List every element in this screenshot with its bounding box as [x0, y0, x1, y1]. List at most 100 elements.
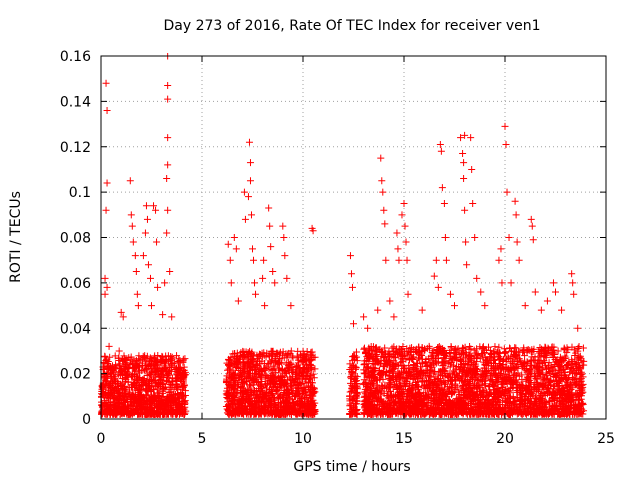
data-point — [152, 394, 160, 402]
data-point — [136, 356, 144, 364]
data-point — [138, 366, 146, 374]
data-point — [135, 367, 143, 375]
data-point — [139, 362, 147, 370]
data-point — [143, 392, 151, 400]
data-point — [161, 360, 169, 368]
data-point — [162, 396, 170, 404]
data-point — [129, 373, 137, 381]
data-point — [116, 368, 124, 376]
data-point — [303, 369, 311, 377]
data-point — [174, 370, 182, 378]
data-point — [139, 380, 147, 388]
data-point — [289, 354, 297, 362]
data-point — [159, 409, 167, 417]
data-point — [120, 356, 128, 364]
data-point — [110, 383, 118, 391]
data-point — [167, 408, 175, 416]
data-point — [302, 361, 310, 369]
data-point — [115, 402, 123, 410]
data-point — [276, 348, 284, 356]
data-point — [107, 370, 115, 378]
data-point — [147, 376, 155, 384]
data-point — [115, 362, 123, 370]
data-point — [151, 356, 159, 364]
data-point — [110, 397, 118, 405]
data-point — [132, 382, 140, 390]
data-point — [227, 374, 235, 382]
data-point — [111, 352, 119, 360]
data-point — [125, 404, 133, 412]
data-point — [110, 376, 118, 384]
data-point — [115, 357, 123, 365]
data-point — [171, 409, 179, 417]
data-point — [119, 357, 127, 365]
data-point — [152, 358, 160, 366]
data-point — [121, 364, 129, 372]
data-point — [176, 402, 184, 410]
data-point — [127, 394, 135, 402]
data-point — [162, 352, 170, 360]
data-point — [172, 380, 180, 388]
data-point — [102, 410, 110, 418]
data-point — [159, 386, 167, 394]
data-point — [287, 382, 295, 390]
data-point — [170, 396, 178, 404]
data-point — [303, 348, 311, 356]
data-point — [165, 358, 173, 366]
data-point — [167, 390, 175, 398]
data-point — [124, 378, 132, 386]
data-point — [134, 387, 142, 395]
data-point — [159, 392, 167, 400]
data-point — [180, 405, 188, 413]
data-point — [167, 407, 175, 415]
data-point — [104, 401, 112, 409]
data-point — [156, 372, 164, 380]
data-point — [134, 404, 142, 412]
data-point — [102, 357, 110, 365]
data-point — [177, 392, 185, 400]
data-point — [105, 382, 113, 390]
data-point — [131, 393, 139, 401]
data-point — [179, 383, 187, 391]
data-point — [175, 368, 183, 376]
data-point — [151, 377, 159, 385]
data-point — [150, 393, 158, 401]
data-point — [103, 406, 111, 414]
data-point — [237, 391, 245, 399]
data-point — [140, 396, 148, 404]
data-point — [260, 349, 268, 357]
data-point — [109, 405, 117, 413]
data-point — [157, 405, 165, 413]
data-point — [311, 365, 319, 373]
data-point — [112, 361, 120, 369]
data-point — [178, 410, 186, 418]
data-point — [153, 365, 161, 373]
data-point — [112, 409, 120, 417]
data-point — [142, 387, 150, 395]
data-point — [299, 352, 307, 360]
data-point — [117, 366, 125, 374]
data-point — [128, 410, 136, 418]
data-point — [169, 360, 177, 368]
data-point — [116, 389, 124, 397]
data-point — [126, 388, 134, 396]
data-point — [149, 407, 157, 415]
data-point — [269, 365, 277, 373]
data-point — [136, 398, 144, 406]
data-point — [166, 371, 174, 379]
data-point — [277, 381, 285, 389]
data-point — [131, 364, 139, 372]
data-point — [140, 375, 148, 383]
data-point — [170, 385, 178, 393]
data-point — [119, 397, 127, 405]
chart-title: Day 273 of 2016, Rate Of TEC Index for r… — [163, 18, 540, 34]
data-point — [181, 371, 189, 379]
data-point — [173, 352, 181, 360]
data-point — [274, 360, 282, 368]
data-point — [146, 357, 154, 365]
data-point — [163, 393, 171, 401]
data-point — [102, 388, 110, 396]
data-point — [103, 355, 111, 363]
data-point — [310, 406, 318, 414]
